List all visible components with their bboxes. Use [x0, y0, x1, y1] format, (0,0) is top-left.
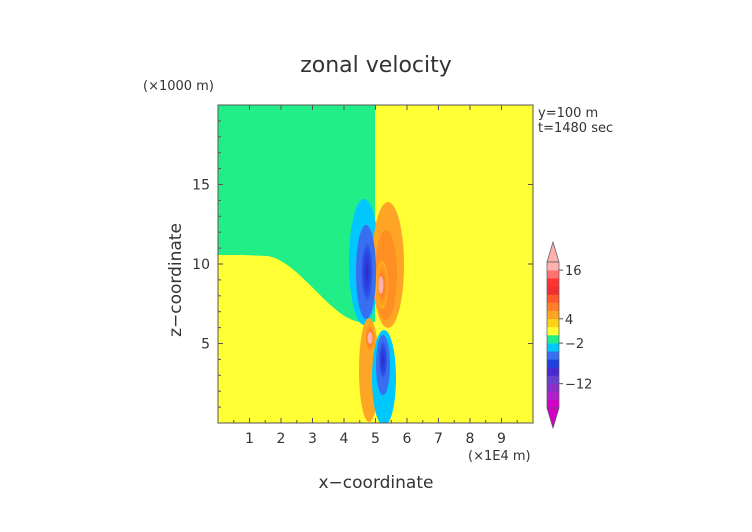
colorbar-segment [547, 383, 559, 393]
field-sag-left [218, 254, 375, 322]
y-tick-label: 15 [192, 178, 210, 194]
y-scale-note: (×1000 m) [143, 79, 214, 94]
y-tick-label: 10 [192, 257, 210, 273]
colorbar-segment [547, 262, 559, 271]
colorbar-segment [547, 335, 559, 344]
colorbar-segment [547, 351, 559, 360]
colorbar-segment [547, 375, 559, 384]
colorbar-segment [547, 278, 559, 287]
x-tick-label: 3 [308, 431, 317, 447]
x-tick-label: 6 [403, 431, 412, 447]
field-upper-left [218, 105, 375, 255]
x-scale-note: (×1E4 m) [468, 449, 531, 464]
chart-title: zonal velocity [300, 53, 452, 78]
colorbar-segment [547, 294, 559, 303]
colorbar: 16 4 −2 −12 [546, 240, 592, 430]
colorbar-segment [547, 367, 559, 376]
y-axis-label: z−coordinate [166, 223, 186, 337]
colorbar-segment [547, 359, 559, 368]
x-tick-label: 8 [466, 431, 475, 447]
colorbar-tick-label: 4 [565, 313, 573, 328]
x-tick-label: 7 [434, 431, 443, 447]
colorbar-segment [547, 399, 559, 409]
x-tick-label: 2 [277, 431, 286, 447]
axes: 1 2 3 4 5 6 7 8 9 5 10 15 [192, 105, 533, 447]
colorbar-frame [546, 261, 560, 409]
x-tick-label: 9 [497, 431, 506, 447]
colorbar-tick-label: −12 [565, 378, 592, 393]
colorbar-segment [547, 318, 559, 328]
colorbar-segment [547, 302, 559, 311]
colorbar-segment [547, 310, 559, 320]
x-tick-label: 4 [340, 431, 349, 447]
core-pink-upper [378, 276, 384, 294]
core-blue-upper [361, 240, 373, 304]
colorbar-segment [547, 391, 559, 401]
colorbar-segment [547, 343, 559, 352]
colorbar-segment [547, 286, 559, 295]
colorbar-arrow-top [546, 240, 560, 263]
x-tick-label: 5 [371, 431, 380, 447]
contour-field [218, 105, 533, 423]
colorbar-tick-label: −2 [565, 337, 584, 352]
core-pink-lower [367, 332, 373, 344]
field-upper-right [375, 105, 533, 322]
colorbar-segment [547, 270, 559, 279]
x-tick-label: 1 [245, 431, 254, 447]
colorbar-tick-label: 16 [565, 264, 582, 279]
colorbar-segment [547, 326, 559, 336]
annotation-y: y=100 m [538, 106, 598, 121]
y-tick-label: 5 [201, 337, 210, 353]
annotation-time: t=1480 sec [538, 121, 613, 136]
x-axis-label: x−coordinate [319, 473, 434, 493]
colorbar-arrow-bottom [546, 407, 560, 430]
core-blue-lower [378, 340, 388, 380]
